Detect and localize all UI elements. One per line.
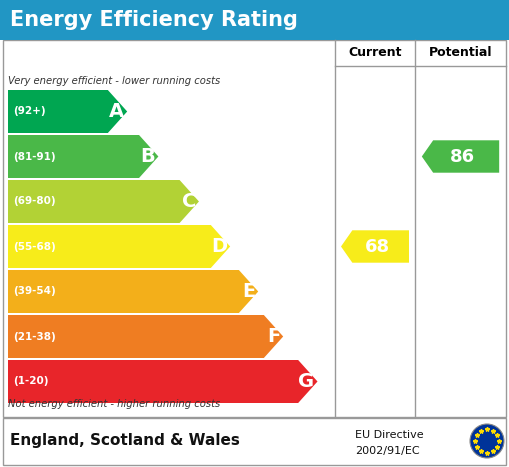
Text: E: E <box>242 282 255 301</box>
Text: C: C <box>182 192 196 211</box>
Polygon shape <box>8 270 258 313</box>
Polygon shape <box>8 225 230 268</box>
Text: (69-80): (69-80) <box>13 197 55 206</box>
Text: A: A <box>109 102 124 121</box>
Text: Current: Current <box>348 47 402 59</box>
Text: (1-20): (1-20) <box>13 376 48 387</box>
Text: (92+): (92+) <box>13 106 46 116</box>
Polygon shape <box>8 135 158 178</box>
Bar <box>3 418 506 465</box>
Text: EU Directive: EU Directive <box>355 430 423 439</box>
Text: Energy Efficiency Rating: Energy Efficiency Rating <box>10 10 298 30</box>
Text: England, Scotland & Wales: England, Scotland & Wales <box>10 433 240 448</box>
Text: G: G <box>298 372 315 391</box>
Text: Not energy efficient - higher running costs: Not energy efficient - higher running co… <box>8 399 220 409</box>
Text: 68: 68 <box>365 238 390 255</box>
Polygon shape <box>8 180 199 223</box>
Text: D: D <box>211 237 227 256</box>
Text: B: B <box>140 147 155 166</box>
Polygon shape <box>8 315 283 358</box>
Polygon shape <box>8 360 318 403</box>
Text: (39-54): (39-54) <box>13 286 56 297</box>
Text: Very energy efficient - lower running costs: Very energy efficient - lower running co… <box>8 76 220 86</box>
Text: F: F <box>267 327 280 346</box>
Text: (55-68): (55-68) <box>13 241 56 252</box>
Circle shape <box>470 424 504 458</box>
Text: 86: 86 <box>450 148 475 165</box>
Bar <box>3 40 506 417</box>
Bar <box>0 0 509 40</box>
Text: (81-91): (81-91) <box>13 151 55 162</box>
Text: (21-38): (21-38) <box>13 332 56 341</box>
Polygon shape <box>8 90 127 133</box>
Polygon shape <box>422 140 499 173</box>
Polygon shape <box>341 230 409 263</box>
Text: 2002/91/EC: 2002/91/EC <box>355 446 419 456</box>
Text: Potential: Potential <box>429 47 492 59</box>
